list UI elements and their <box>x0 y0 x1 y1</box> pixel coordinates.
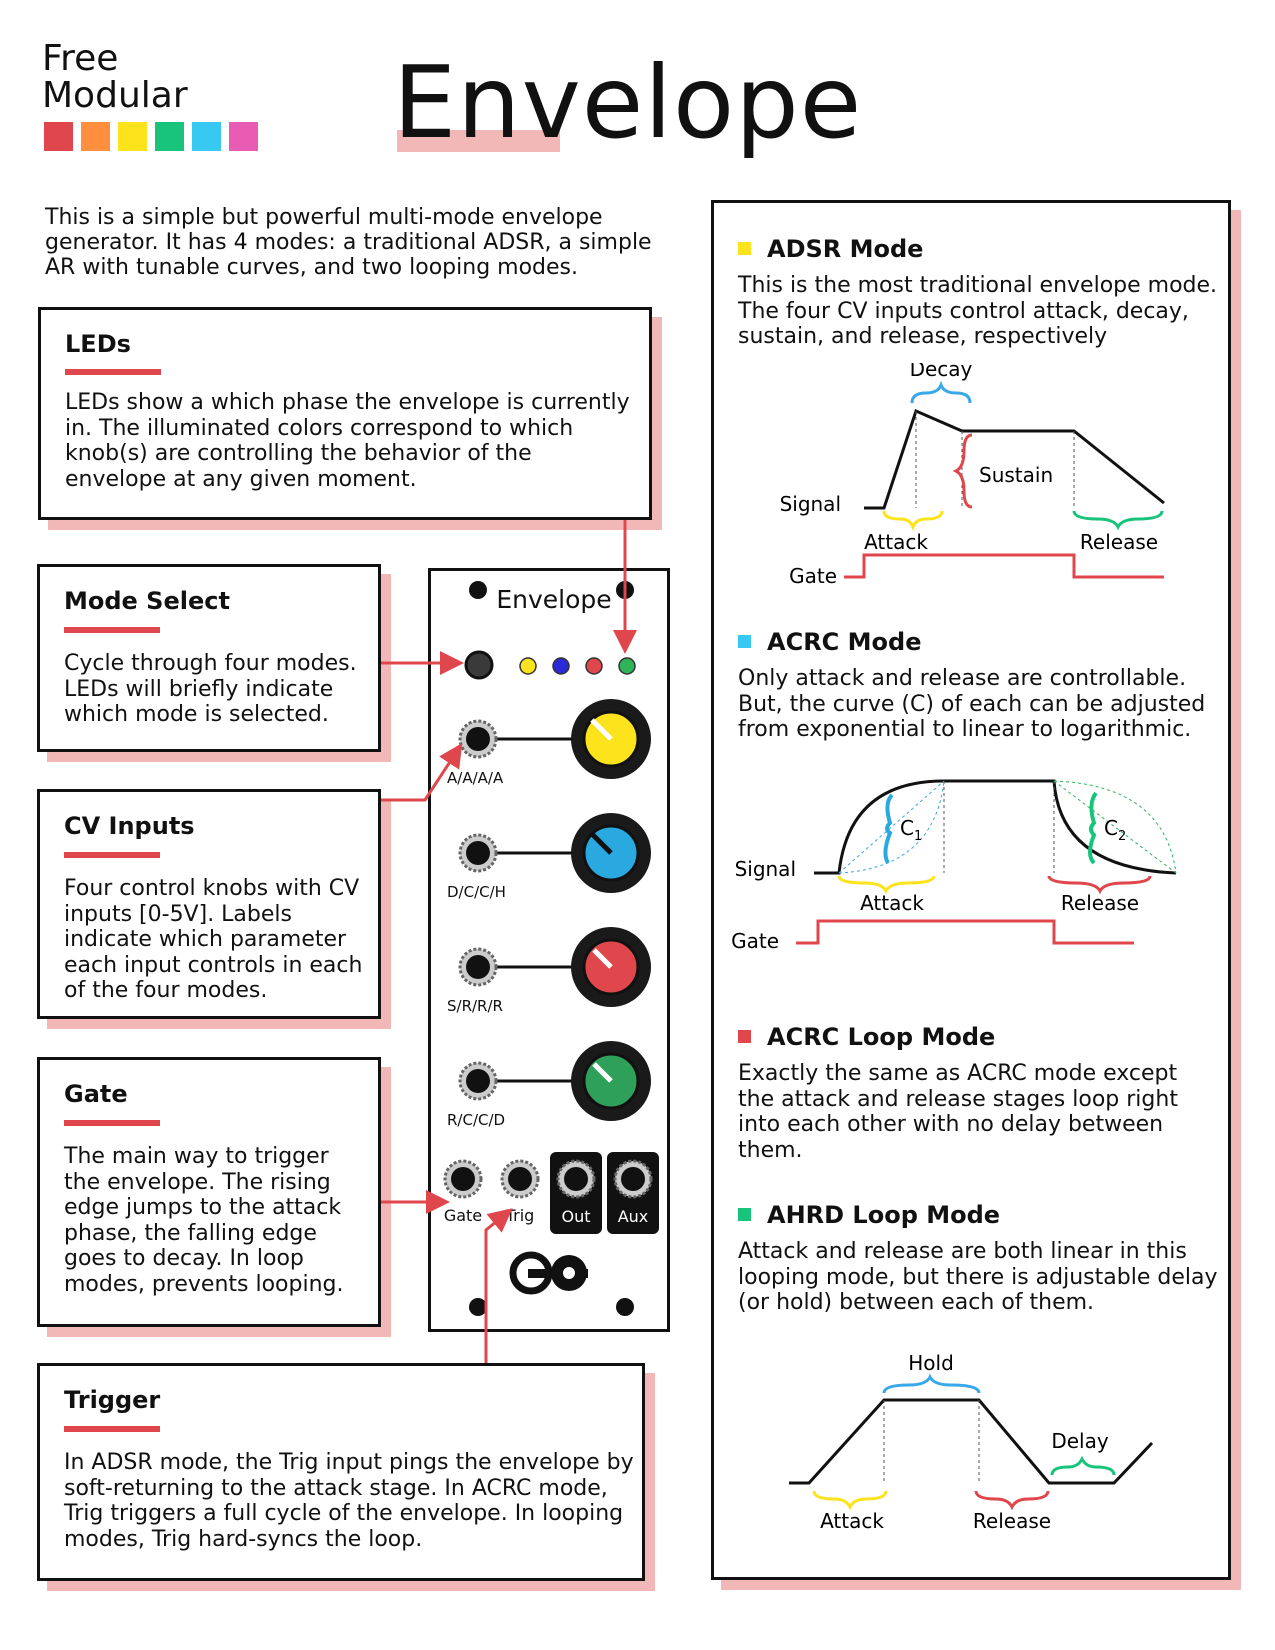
brand-line-2: Modular <box>42 75 188 116</box>
adsr-label-attack: Attack <box>864 530 928 554</box>
mode-text-acrc-loop: Exactly the same as ACRC mode except the… <box>738 1061 1178 1163</box>
mode-heading-acrc-loop: ACRC Loop Mode <box>738 1023 995 1051</box>
adsr-label-decay: Decay <box>910 363 973 381</box>
card-leds: LEDs LEDs show a which phase the envelop… <box>38 307 652 520</box>
mode-color-square <box>738 1208 751 1221</box>
card-cv-inputs: CV Inputs Four control knobs with CV inp… <box>37 789 381 1019</box>
cv-label: D/C/C/H <box>447 883 506 901</box>
ahrd-label-release: Release <box>973 1509 1051 1533</box>
module-panel-art: Envelope A/A/A/A D/C/C/H S/R/R/R <box>443 581 659 1316</box>
card-title: Trigger <box>64 1386 161 1414</box>
mode-text-acrc: Only attack and release are controllable… <box>738 666 1206 742</box>
card-text: The main way to trigger the envelope. Th… <box>64 1144 344 1297</box>
module-panel: Envelope A/A/A/A D/C/C/H S/R/R/R <box>428 568 670 1332</box>
swatch-yellow <box>118 122 147 151</box>
led-red <box>585 657 603 675</box>
card-text: Cycle through four modes. LEDs will brie… <box>64 651 357 727</box>
mount-hole <box>469 1298 487 1316</box>
swatch-red <box>44 122 73 151</box>
swatch-orange <box>81 122 110 151</box>
card-title: Mode Select <box>64 587 230 615</box>
led-green <box>618 657 636 675</box>
swatch-cyan <box>192 122 221 151</box>
module-title: Envelope <box>496 585 611 614</box>
acrc-label-signal: Signal <box>735 857 796 881</box>
card-underline <box>64 627 160 633</box>
page-title: Envelope <box>393 44 863 161</box>
mode-color-square <box>738 1030 751 1043</box>
mode-heading-acrc: ACRC Mode <box>738 628 921 656</box>
acrc-diagram: C1 C2 Signal Attack Release Gate <box>731 779 1177 953</box>
card-underline <box>65 369 161 375</box>
acrc-label-attack: Attack <box>860 891 924 915</box>
card-title: Gate <box>64 1080 128 1108</box>
trig-jack-label: Trig <box>505 1206 535 1225</box>
intro-text: This is a simple but powerful multi-mode… <box>45 205 652 280</box>
mode-button[interactable] <box>464 650 494 680</box>
acrc-label-release: Release <box>1061 891 1139 915</box>
aux-jack-label: Aux <box>618 1207 649 1226</box>
mount-hole <box>469 581 487 599</box>
mode-title: ACRC Loop Mode <box>767 1023 996 1051</box>
adsr-label-release: Release <box>1080 530 1158 554</box>
mount-hole <box>616 581 634 599</box>
card-text: LEDs show a which phase the envelope is … <box>65 390 630 492</box>
brand-swatches <box>44 122 258 151</box>
gate-jack-label: Gate <box>444 1206 482 1225</box>
mode-title: AHRD Loop Mode <box>767 1201 1001 1229</box>
adsr-diagram: Decay Sustain Signal Attack Release Gate <box>780 363 1165 588</box>
mode-color-square <box>738 242 751 255</box>
out-jack-label: Out <box>561 1207 590 1226</box>
ahrd-label-attack: Attack <box>820 1509 884 1533</box>
ahrd-diagram: Hold Delay Attack Release <box>789 1351 1154 1533</box>
led-blue <box>552 657 570 675</box>
mode-text-adsr: This is the most traditional envelope mo… <box>738 273 1218 349</box>
card-mode-select: Mode Select Cycle through four modes. LE… <box>37 564 381 752</box>
card-title: LEDs <box>65 330 131 358</box>
ahrd-label-delay: Delay <box>1051 1429 1109 1453</box>
title-highlight <box>397 130 560 152</box>
mode-heading-ahrd-loop: AHRD Loop Mode <box>738 1201 1000 1229</box>
mode-title: ADSR Mode <box>767 235 924 263</box>
mount-hole <box>616 1298 634 1316</box>
swatch-green <box>155 122 184 151</box>
card-trigger: Trigger In ADSR mode, the Trig input pin… <box>37 1363 645 1581</box>
card-text: In ADSR mode, the Trig input pings the e… <box>64 1450 634 1552</box>
adsr-label-gate: Gate <box>789 564 837 588</box>
card-underline <box>64 1120 160 1126</box>
card-text: Four control knobs with CV inputs [0-5V]… <box>64 876 363 1003</box>
mode-text-ahrd-loop: Attack and release are both linear in th… <box>738 1239 1218 1315</box>
mode-color-square <box>738 635 751 648</box>
brand-line-1: Free <box>42 38 119 79</box>
acrc-label-gate: Gate <box>731 929 779 953</box>
mode-title: ACRC Mode <box>767 628 922 656</box>
card-gate: Gate The main way to trigger the envelop… <box>37 1057 381 1327</box>
led-yellow <box>519 657 537 675</box>
cv-label: A/A/A/A <box>447 769 504 787</box>
modes-panel: ADSR Mode This is the most traditional e… <box>711 200 1231 1580</box>
swatch-pink <box>229 122 258 151</box>
mode-heading-adsr: ADSR Mode <box>738 235 923 263</box>
brand: Free Modular <box>42 40 188 114</box>
card-title: CV Inputs <box>64 812 195 840</box>
ahrd-label-hold: Hold <box>908 1351 954 1375</box>
acrc-label-c2: C2 <box>1104 816 1126 844</box>
cv-label: R/C/C/D <box>447 1111 505 1129</box>
adsr-label-sustain: Sustain <box>979 463 1053 487</box>
card-underline <box>64 852 160 858</box>
adsr-label-signal: Signal <box>780 492 841 516</box>
card-underline <box>64 1426 160 1432</box>
acrc-label-c1: C1 <box>900 816 922 844</box>
logo-mark <box>509 1251 588 1295</box>
cv-label: S/R/R/R <box>447 997 503 1015</box>
